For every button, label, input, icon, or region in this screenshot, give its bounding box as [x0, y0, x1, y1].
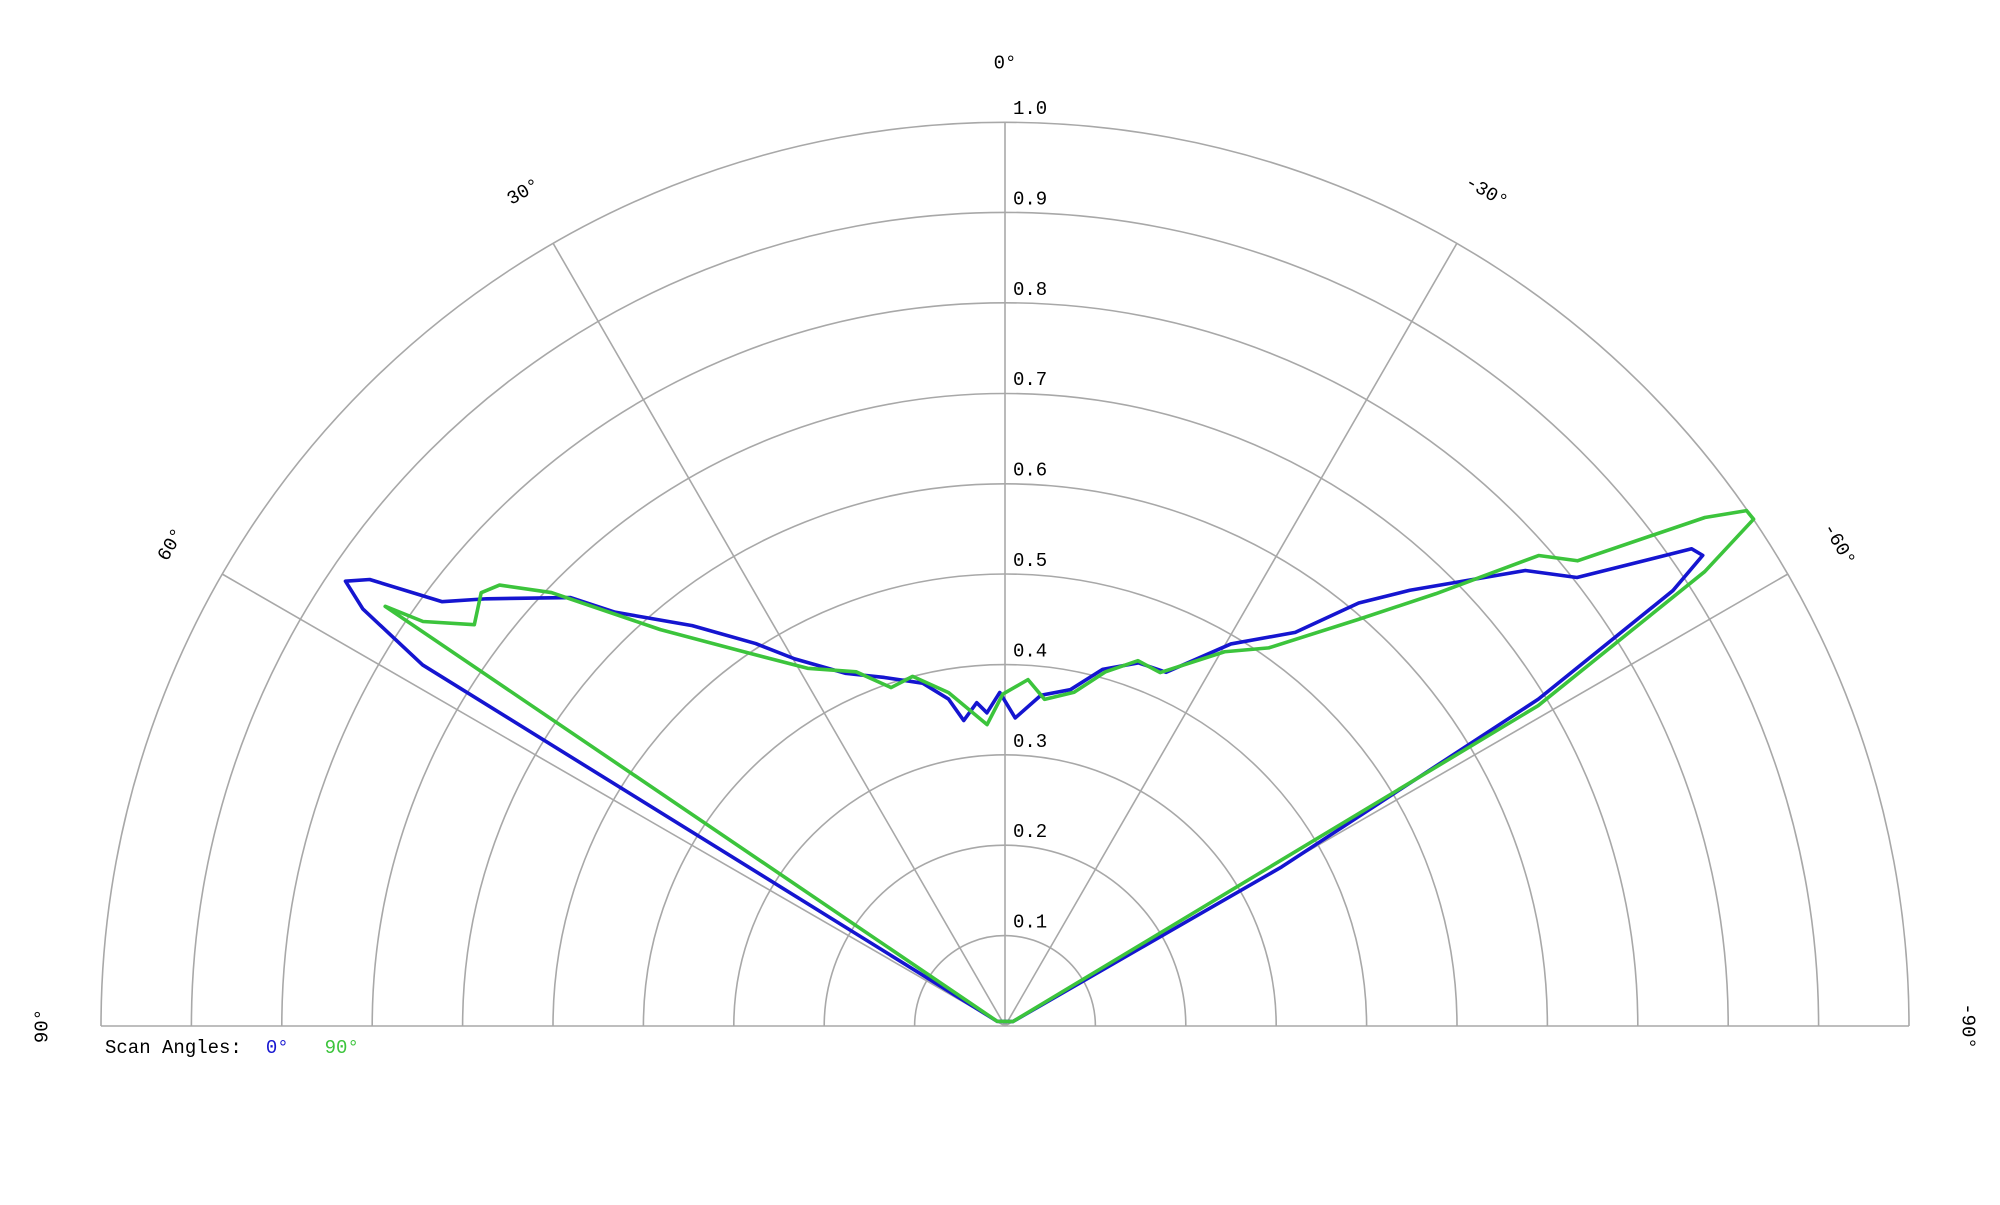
- r-tick-label: 0.5: [1013, 550, 1047, 572]
- grid-spoke: [1004, 242, 1458, 1027]
- r-tick-label: 0.1: [1013, 912, 1047, 934]
- theta-tick-label: 60°: [153, 524, 189, 565]
- r-tick-label: 0.6: [1013, 460, 1047, 482]
- theta-tick-label: 90°: [31, 1009, 53, 1043]
- grid-spoke: [552, 242, 1006, 1027]
- theta-tick-label: -30°: [1461, 171, 1511, 213]
- legend-title: Scan Angles:: [105, 1037, 242, 1059]
- r-tick-label: 0.2: [1013, 821, 1047, 843]
- theta-tick-label: 30°: [503, 174, 544, 210]
- r-tick-label: 0.9: [1013, 188, 1047, 210]
- theta-tick-label: 0°: [994, 52, 1017, 74]
- legend-entry: 0°: [266, 1037, 289, 1059]
- r-tick-label: 0.8: [1013, 279, 1047, 301]
- r-tick-label: 0.7: [1013, 369, 1047, 391]
- r-tick-label: 1.0: [1013, 98, 1047, 120]
- series-line: [343, 546, 1705, 1024]
- r-tick-label: 0.4: [1013, 640, 1047, 662]
- legend-entry: 90°: [325, 1037, 359, 1059]
- theta-tick-label: -60°: [1818, 519, 1860, 569]
- theta-tick-label: -90°: [1957, 1003, 1979, 1049]
- series-line: [383, 508, 1756, 1024]
- r-tick-label: 0.3: [1013, 731, 1047, 753]
- grid-spoke: [221, 573, 1006, 1027]
